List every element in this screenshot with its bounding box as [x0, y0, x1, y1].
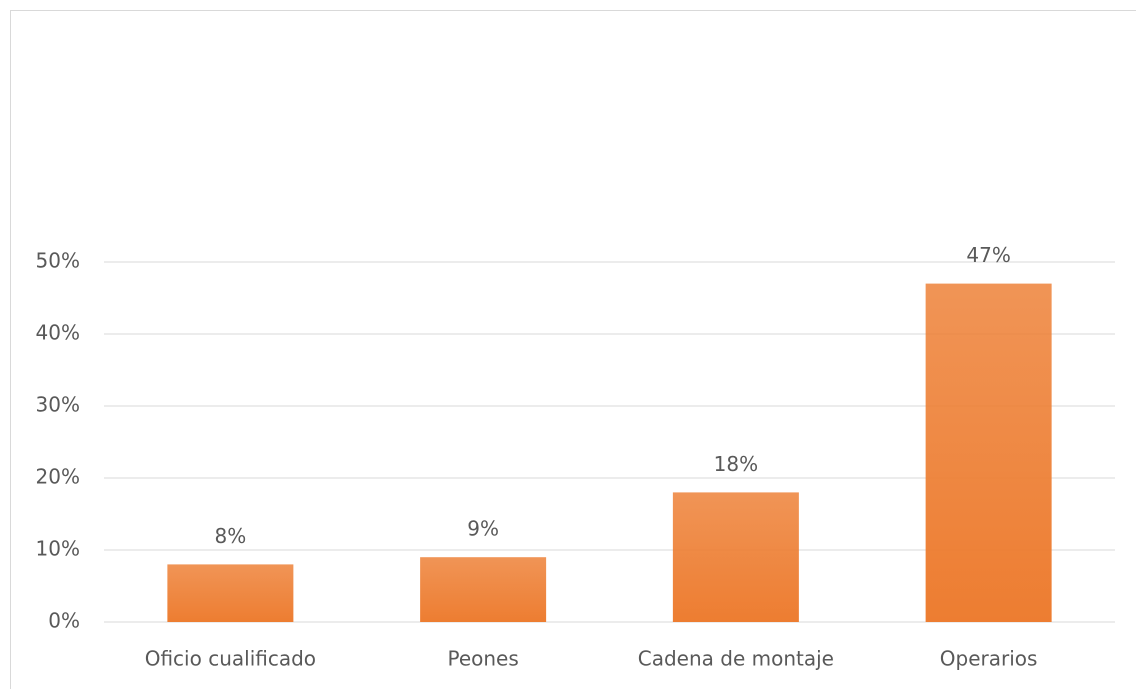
y-tick-label: 0% [48, 609, 80, 633]
bar [672, 492, 799, 622]
x-tick-label: Oficio cualificado [145, 647, 316, 671]
bar [167, 564, 294, 622]
y-tick-label: 50% [36, 249, 80, 273]
y-tick-label: 30% [36, 393, 80, 417]
x-tick-label: Peones [447, 647, 518, 671]
x-tick-label: Operarios [940, 647, 1038, 671]
value-label: 8% [215, 524, 247, 548]
value-label: 9% [467, 517, 499, 541]
value-label: 47% [966, 243, 1010, 267]
y-tick-label: 10% [36, 537, 80, 561]
bar [420, 557, 547, 622]
y-tick-label: 40% [36, 321, 80, 345]
value-label: 18% [714, 452, 758, 476]
y-tick-label: 20% [36, 465, 80, 489]
x-tick-label: Cadena de montaje [638, 647, 834, 671]
bar [925, 283, 1052, 622]
